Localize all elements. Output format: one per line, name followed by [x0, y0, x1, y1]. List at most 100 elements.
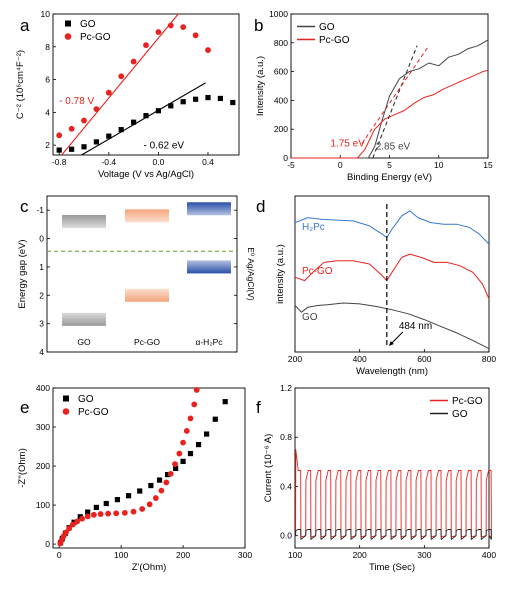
panel-a-point-GO: [81, 144, 87, 150]
panel-e-point-GO: [222, 399, 228, 405]
panel-a-point-GO: [69, 146, 75, 152]
panel-e-point-Pc-GO: [97, 511, 104, 517]
panel-e-point-Pc-GO: [191, 401, 198, 408]
panel-a-x-tick-label: -0.4: [101, 157, 116, 167]
panel-f-plot-frame: [294, 387, 490, 549]
panel-d-x-tick-label: 800: [482, 354, 496, 364]
panel-a: -0.8 -0.4 0.0 0.4 2 4 6 8 10 Voltage (V vs Ag/AgC…: [15, 9, 240, 180]
panel-e-point-Pc-GO: [146, 501, 153, 508]
panel-c: -1 0 1 2 3 4 Energy gap (eV) E⁰ Ag/AgCl(V) GO Pc-…: [17, 195, 256, 357]
panel-a-y-tick-label: 8: [45, 42, 50, 52]
panel-e-point-Pc-GO: [172, 461, 178, 467]
panel-e-legend-marker: [63, 395, 69, 402]
panel-c-y-tick-label: 2: [39, 290, 44, 300]
panel-b-series-GO: [291, 39, 489, 159]
panel-a-point-GO: [205, 95, 211, 101]
panel-e-point-GO: [85, 509, 91, 515]
panel-c-y-tick-label: 0: [39, 234, 44, 244]
panel-c-y-tick-label: -1: [36, 205, 44, 215]
panel-e-point-GO: [125, 493, 132, 499]
panel-a-annotation: - 0.62 eV: [144, 140, 185, 151]
panel-b-y-tick-label: 600: [274, 67, 288, 77]
panel-d-x-tick-label: 600: [417, 354, 431, 364]
panel-e-point-Pc-GO: [63, 529, 69, 536]
panel-f-x-tick-label: 100: [288, 550, 302, 560]
panel-e-point-GO: [195, 441, 202, 448]
panel-letter-e: e: [20, 398, 29, 417]
panel-c-band-GO: [62, 215, 106, 229]
panel-c-band-GO: [62, 312, 106, 326]
panel-a-fit-line: [81, 82, 206, 156]
panel-e-point-Pc-GO: [69, 521, 76, 528]
panel-e-point-GO: [180, 458, 186, 464]
panel-b-y-axis-label: Intensity (a.u.): [255, 56, 266, 116]
panel-b-y-tick-label: 0: [283, 153, 288, 163]
panel-e-point-Pc-GO: [193, 387, 200, 393]
panel-c-category-label: Pc-GO: [134, 337, 160, 347]
panel-e-point-Pc-GO: [113, 510, 120, 517]
panel-c-y-tick-label: 1: [39, 262, 44, 272]
panel-c-right-axis-label: E⁰ Ag/AgCl(V): [246, 247, 256, 301]
panel-b-annotation: 1.75 eV: [330, 138, 365, 149]
panel-e-plot-frame: [52, 387, 246, 549]
panel-a-y-tick-label: 2: [45, 140, 50, 150]
panel-a-point-Pc-GO: [155, 29, 162, 35]
panel-a-point-Pc-GO: [68, 125, 75, 132]
panel-e-point-GO: [103, 500, 109, 507]
panel-e-y-tick-label: 0: [45, 539, 50, 549]
panel-d-series-label: Pc-GO: [302, 266, 333, 277]
panel-e-point-Pc-GO: [139, 506, 146, 512]
panel-f-y-tick-label: 0.8: [280, 432, 292, 442]
panel-a-legend-marker: [64, 33, 72, 40]
panel-a-legend-marker: [65, 20, 71, 27]
panel-a-y-tick-label: 10: [41, 9, 51, 19]
panel-e-point-Pc-GO: [183, 428, 190, 434]
panel-a-point-Pc-GO: [192, 32, 199, 39]
panel-d-plot-frame: [294, 195, 490, 353]
panel-f-y-tick-label: 1.2: [280, 383, 292, 393]
panel-e-point-GO: [114, 497, 121, 503]
panel-b-annotation: 2.85 eV: [376, 141, 411, 152]
panel-f-legend-label: GO: [452, 409, 468, 420]
panel-a-point-Pc-GO: [205, 47, 211, 53]
panel-e-point-Pc-GO: [105, 510, 112, 517]
panel-f-y-axis-label: Current (10⁻⁶ A): [263, 434, 274, 503]
panel-a-x-tick-label: -0.8: [52, 157, 67, 167]
panel-c-category-label: GO: [77, 337, 91, 347]
panel-a-point-Pc-GO: [167, 22, 174, 29]
panel-e-point-Pc-GO: [66, 525, 73, 532]
panel-e-legend-marker: [62, 408, 70, 415]
panel-e-y-tick-label: 200: [36, 461, 50, 471]
panel-a-y-tick-label: 4: [45, 107, 50, 117]
panel-b-x-tick-label: 10: [434, 160, 444, 170]
panel-d-series-GO: [294, 302, 490, 350]
panel-c-band-α-H₂Pc: [187, 260, 231, 274]
panel-b-x-tick-label: -5: [287, 160, 295, 170]
panel-f-series-GO: [295, 529, 492, 540]
panel-e-point-GO: [156, 477, 163, 483]
panel-c-band-Pc-GO: [125, 209, 169, 223]
panel-a-point-Pc-GO: [93, 106, 100, 112]
panel-e-x-tick-label: 200: [176, 550, 190, 560]
panel-a-point-GO: [118, 126, 124, 133]
panel-c-band-Pc-GO: [125, 288, 169, 302]
panel-e-point-GO: [204, 431, 210, 437]
panel-d-y-axis-label: intensity (a.u.): [275, 244, 286, 304]
panel-a-point-GO: [56, 147, 62, 153]
panel-letter-f: f: [256, 398, 261, 417]
panel-a-x-tick-label: 0.4: [202, 157, 214, 167]
panel-e-x-tick-label: 100: [114, 550, 128, 560]
panel-a-legend-label: GO: [80, 19, 96, 30]
panel-d-series-H₂Pc: [294, 210, 490, 245]
panel-a-x-axis-label: Voltage (V vs Ag/AgCl): [98, 169, 194, 180]
panel-a-point-Pc-GO: [105, 89, 112, 96]
panel-e-point-GO: [212, 416, 218, 422]
panel-e-point-Pc-GO: [187, 415, 194, 422]
panel-d-marker-label: 484 nm: [399, 321, 432, 332]
panel-e-point-Pc-GO: [180, 439, 186, 446]
panel-e-point-Pc-GO: [130, 508, 137, 515]
panel-e-y-tick-label: 100: [36, 500, 50, 510]
panel-f-y-tick-label: 0.4: [280, 481, 292, 491]
panel-a-point-Pc-GO: [180, 24, 187, 31]
